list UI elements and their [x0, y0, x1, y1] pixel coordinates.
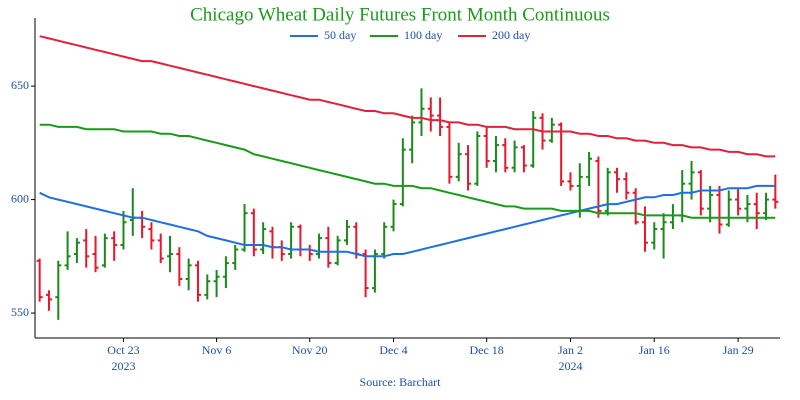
moving-average-line: [39, 184, 776, 258]
y-tick-label: 650: [11, 78, 29, 92]
legend-label: 50 day: [324, 28, 356, 42]
x-tick-label: Oct 23: [107, 343, 139, 357]
source-note: Source: Barchart: [360, 375, 442, 389]
y-tick-label: 600: [11, 191, 29, 205]
x-tick-label: Nov 6: [202, 343, 232, 357]
legend-label: 200 day: [492, 28, 530, 42]
moving-average-line: [39, 35, 776, 158]
x-year-label: 2023: [111, 359, 135, 373]
legend-label: 100 day: [404, 28, 442, 42]
x-tick-label: Jan 29: [723, 343, 754, 357]
y-tick-label: 550: [11, 305, 29, 319]
x-tick-label: Jan 16: [639, 343, 670, 357]
chart-title: Chicago Wheat Daily Futures Front Month …: [190, 4, 610, 25]
x-year-label: 2024: [558, 359, 582, 373]
x-tick-label: Dec 18: [469, 343, 503, 357]
x-tick-label: Dec 4: [379, 343, 407, 357]
x-tick-label: Jan 2: [558, 343, 583, 357]
x-tick-label: Nov 20: [292, 343, 328, 357]
moving-average-line: [39, 123, 776, 219]
